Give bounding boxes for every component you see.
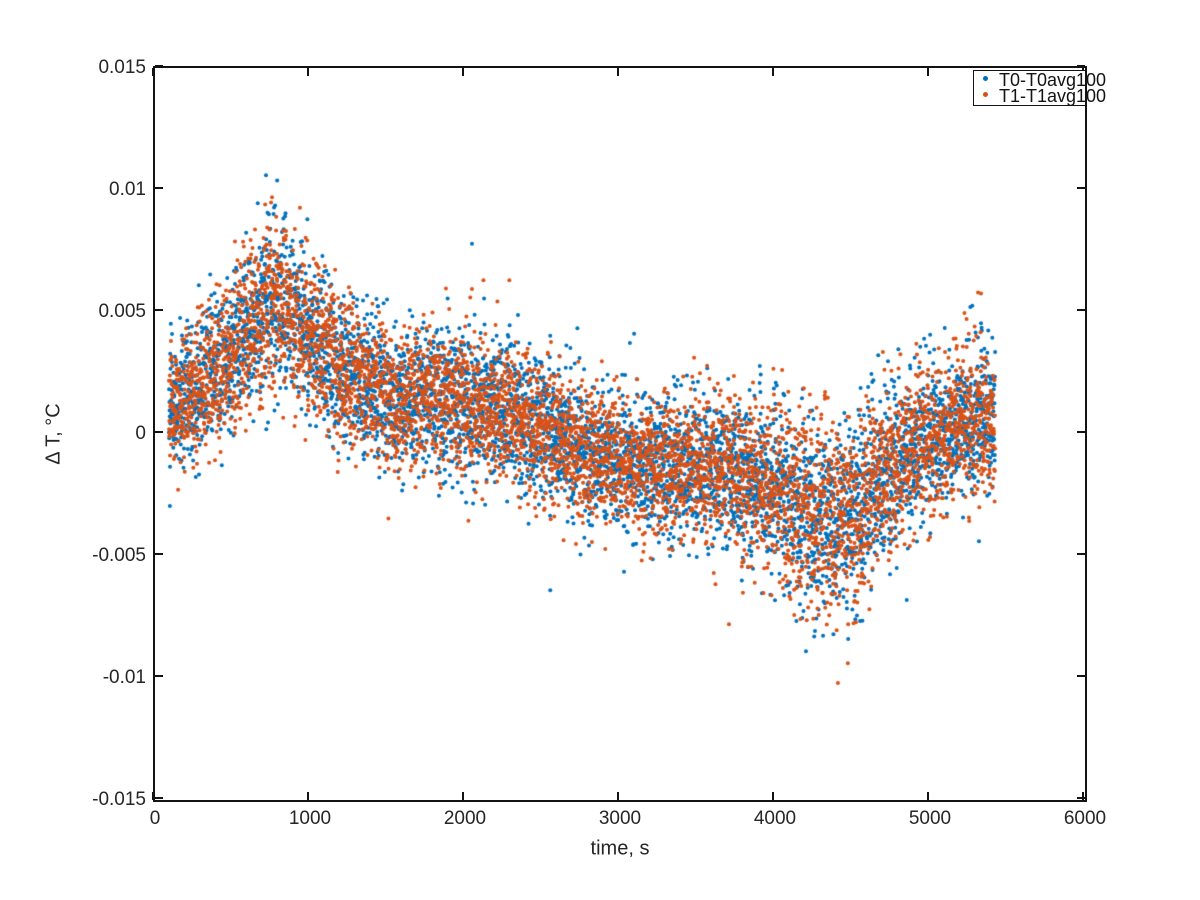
- series1-marker-icon: [983, 92, 988, 97]
- y-tick: [1077, 431, 1085, 433]
- y-tick: [1077, 797, 1085, 799]
- legend-label-series1: T1-T1avg100: [999, 86, 1107, 106]
- x-tick: [462, 68, 464, 76]
- x-tick: [927, 68, 929, 76]
- x-tick-label: 1000: [288, 808, 332, 829]
- x-tick: [462, 792, 464, 800]
- x-tick: [927, 792, 929, 800]
- x-tick: [617, 792, 619, 800]
- x-tick: [617, 68, 619, 76]
- x-axis-label: time, s: [590, 837, 650, 860]
- x-tick: [1082, 792, 1084, 800]
- x-tick: [307, 792, 309, 800]
- legend: T0-T0avg100 T1-T1avg100: [973, 70, 1106, 106]
- y-tick: [1077, 309, 1085, 311]
- plot-area: [152, 65, 1087, 802]
- y-tick: [1077, 553, 1085, 555]
- x-tick-label: 0: [149, 808, 161, 829]
- y-tick: [155, 187, 163, 189]
- x-tick-label: 3000: [598, 808, 642, 829]
- y-tick: [1077, 675, 1085, 677]
- y-tick-label: 0: [135, 423, 146, 444]
- y-tick-label: 0.015: [98, 57, 146, 78]
- y-tick-label: 0.005: [98, 301, 146, 322]
- scatter-canvas: [155, 68, 1085, 800]
- y-tick: [155, 553, 163, 555]
- y-tick: [1077, 65, 1085, 67]
- x-tick-label: 6000: [1063, 808, 1107, 829]
- y-tick: [155, 797, 163, 799]
- y-tick-label: -0.005: [92, 545, 146, 566]
- x-tick: [772, 792, 774, 800]
- x-tick: [152, 68, 154, 76]
- series0-marker-icon: [983, 76, 988, 81]
- y-tick: [1077, 187, 1085, 189]
- y-tick-label: -0.015: [92, 789, 146, 810]
- x-tick-label: 2000: [443, 808, 487, 829]
- y-tick-label: 0.01: [109, 179, 146, 200]
- y-tick: [155, 309, 163, 311]
- x-tick: [152, 792, 154, 800]
- x-tick-label: 5000: [908, 808, 952, 829]
- y-tick-label: -0.01: [102, 667, 146, 688]
- legend-item: T1-T1avg100: [974, 87, 1106, 105]
- y-tick: [155, 65, 163, 67]
- legend-item: T0-T0avg100: [974, 71, 1106, 89]
- x-tick-label: 4000: [753, 808, 797, 829]
- x-tick: [772, 68, 774, 76]
- legend-label-series0: T0-T0avg100: [999, 70, 1107, 90]
- y-tick: [155, 675, 163, 677]
- y-tick: [155, 431, 163, 433]
- x-tick: [307, 68, 309, 76]
